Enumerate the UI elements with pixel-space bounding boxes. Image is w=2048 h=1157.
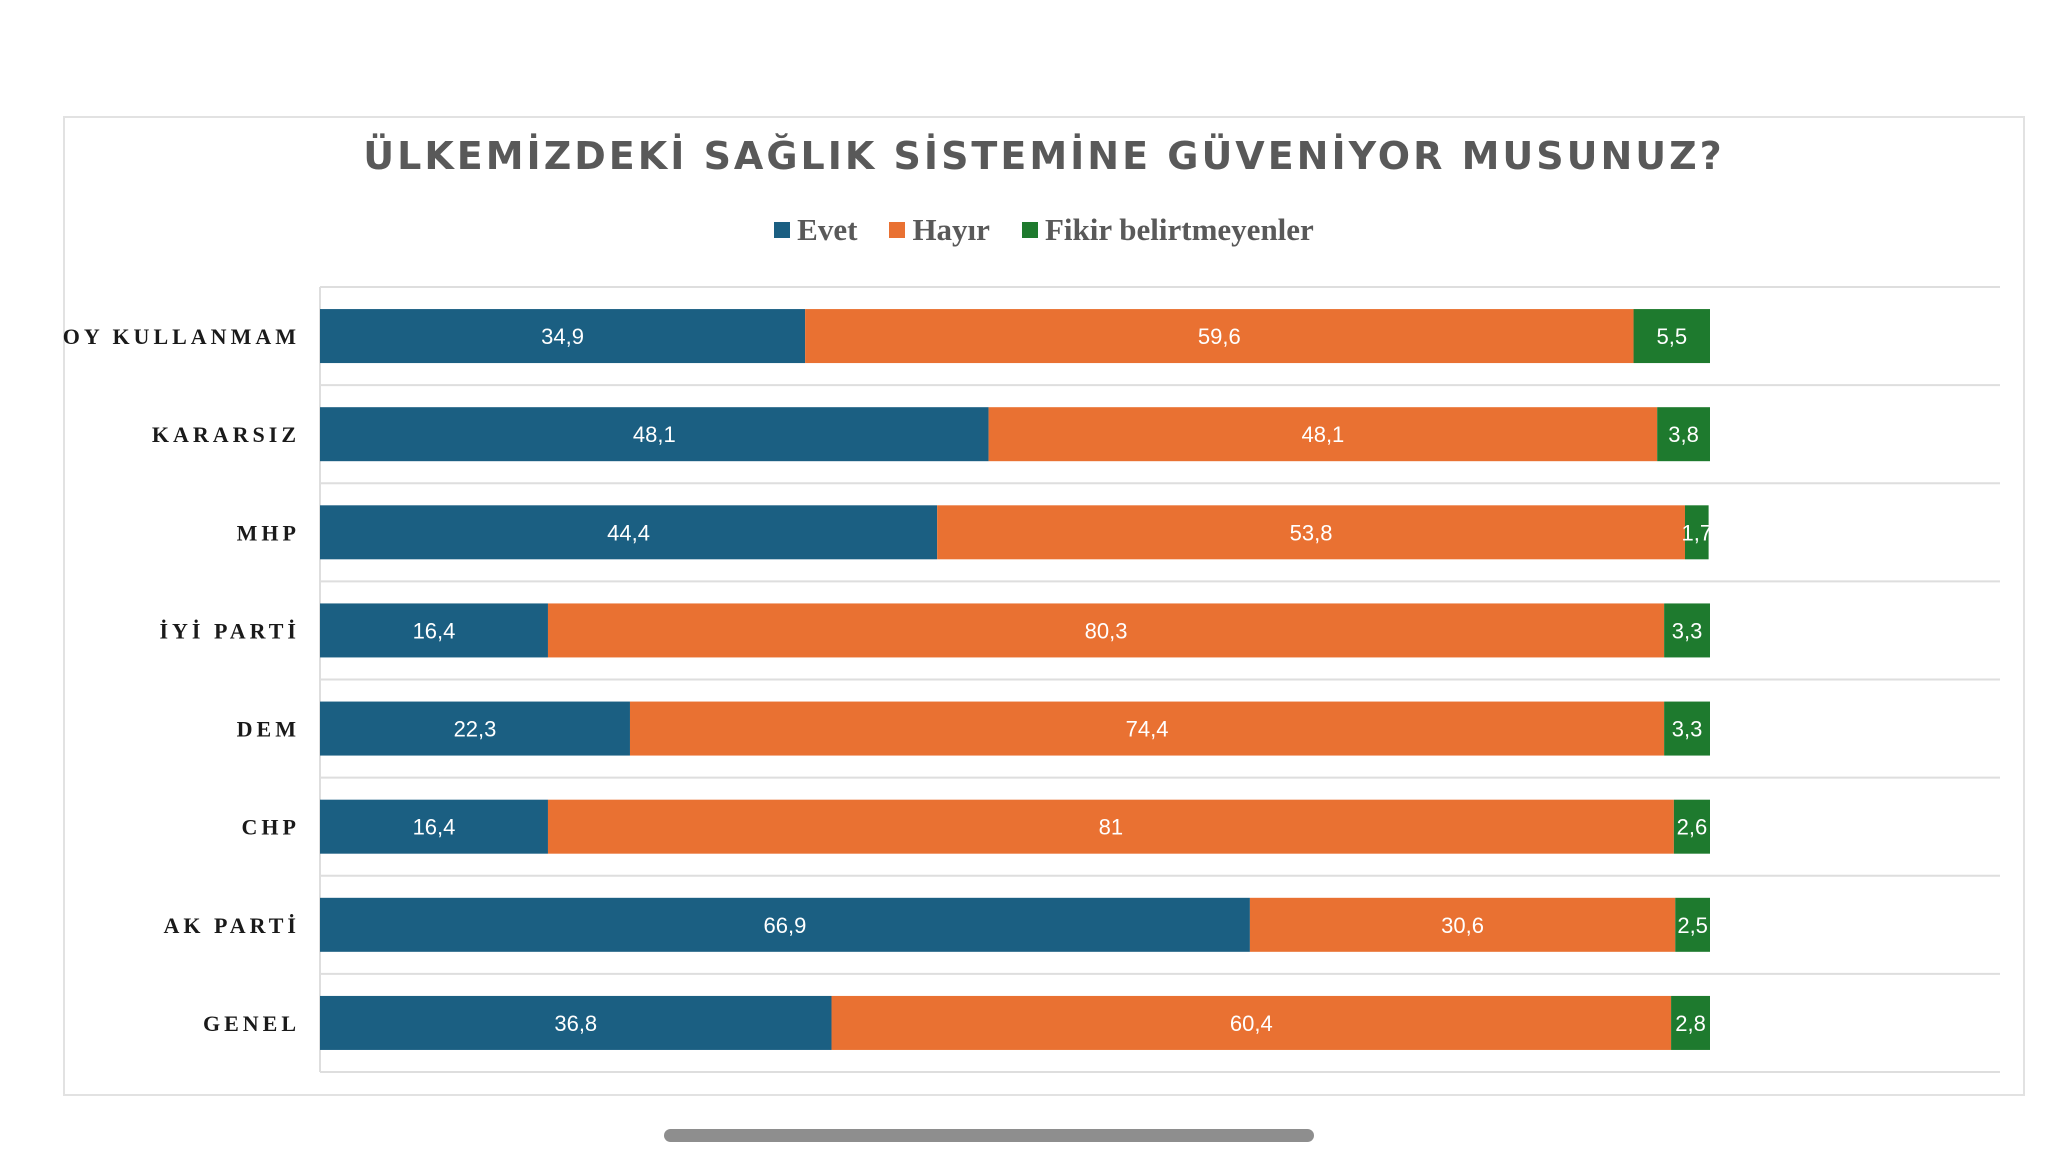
bar-segment-fikir xyxy=(1657,407,1710,462)
data-label-evet: 44,4 xyxy=(607,520,650,545)
data-label-fikir: 2,8 xyxy=(1675,1011,1706,1036)
bar-segment-evet xyxy=(320,701,630,756)
bar-segment-hayir xyxy=(831,995,1672,1050)
bar-segment-fikir xyxy=(1664,701,1710,756)
data-label-hayir: 74,4 xyxy=(1126,717,1169,742)
data-label-fikir: 2,6 xyxy=(1677,815,1708,840)
bar-segment-evet xyxy=(320,995,832,1050)
data-label-evet: 16,4 xyxy=(413,815,456,840)
data-label-hayir: 59,6 xyxy=(1198,324,1241,349)
legend-swatch-evet xyxy=(774,222,791,238)
bar-segment-fikir xyxy=(1633,309,1710,364)
data-label-hayir: 60,4 xyxy=(1230,1011,1273,1036)
bar-segment-evet xyxy=(320,505,938,560)
bar-segment-evet xyxy=(320,897,1250,952)
bar-segment-evet xyxy=(320,407,989,462)
category-label: DEM xyxy=(237,717,300,742)
data-label-fikir: 1,7 xyxy=(1681,520,1712,545)
data-label-hayir: 53,8 xyxy=(1290,520,1333,545)
bar-segment-evet xyxy=(320,603,548,658)
legend-swatch-fikir xyxy=(1021,222,1038,238)
bar-segment-hayir xyxy=(547,603,1665,658)
chart-title: ÜLKEMİZDEKİ SAĞLIK SİSTEMİNE GÜVENİYOR M… xyxy=(363,134,1725,178)
bar-segment-evet xyxy=(320,799,548,854)
bar-segment-hayir xyxy=(1249,897,1676,952)
category-label: OY KULLANMAM xyxy=(63,324,300,349)
legend-item-fikir: Fikir belirtmeyenler xyxy=(1021,212,1314,248)
legend-item-hayir: Hayır xyxy=(889,212,990,248)
bar-segment-fikir xyxy=(1673,799,1710,854)
bar-segment-hayir xyxy=(547,799,1674,854)
data-label-fikir: 3,3 xyxy=(1672,717,1703,742)
data-label-evet: 34,9 xyxy=(541,324,584,349)
horizontal-scrollbar[interactable] xyxy=(664,1129,1314,1142)
data-label-hayir: 81 xyxy=(1099,815,1123,840)
bar-segment-hayir xyxy=(805,309,1634,364)
bar-segment-hayir xyxy=(629,701,1665,756)
category-label: İYİ PARTİ xyxy=(159,618,300,643)
data-label-fikir: 2,5 xyxy=(1677,913,1708,938)
bar-segment-hayir xyxy=(937,505,1685,560)
category-label: AK PARTİ xyxy=(163,913,300,938)
bar-segment-hayir xyxy=(988,407,1658,462)
data-label-fikir: 5,5 xyxy=(1656,324,1687,349)
data-label-evet: 66,9 xyxy=(764,913,807,938)
bar-segment-fikir xyxy=(1671,995,1710,1050)
category-label: MHP xyxy=(237,520,300,545)
legend-label-hayir: Hayır xyxy=(912,212,990,247)
bar-segment-fikir xyxy=(1664,603,1710,658)
data-label-evet: 48,1 xyxy=(633,422,676,447)
legend-item-evet: Evet xyxy=(774,212,857,248)
category-label: KARARSIZ xyxy=(152,422,300,447)
chart-legend: Evet Hayır Fikir belirtmeyenler xyxy=(63,212,2025,248)
data-label-hayir: 48,1 xyxy=(1301,422,1344,447)
data-label-evet: 22,3 xyxy=(454,717,497,742)
data-label-evet: 16,4 xyxy=(413,618,456,643)
legend-swatch-hayir xyxy=(889,222,906,238)
legend-label-evet: Evet xyxy=(797,212,858,247)
bar-segment-fikir xyxy=(1684,505,1709,560)
legend-label-fikir: Fikir belirtmeyenler xyxy=(1044,212,1314,247)
data-label-fikir: 3,3 xyxy=(1672,618,1703,643)
data-label-evet: 36,8 xyxy=(554,1011,597,1036)
data-label-fikir: 3,8 xyxy=(1668,422,1699,447)
data-label-hayir: 30,6 xyxy=(1441,913,1484,938)
category-label: CHP xyxy=(242,815,300,840)
data-label-hayir: 80,3 xyxy=(1085,618,1128,643)
bar-segment-evet xyxy=(320,309,806,364)
bar-segment-fikir xyxy=(1675,897,1710,952)
category-label: GENEL xyxy=(203,1011,300,1036)
